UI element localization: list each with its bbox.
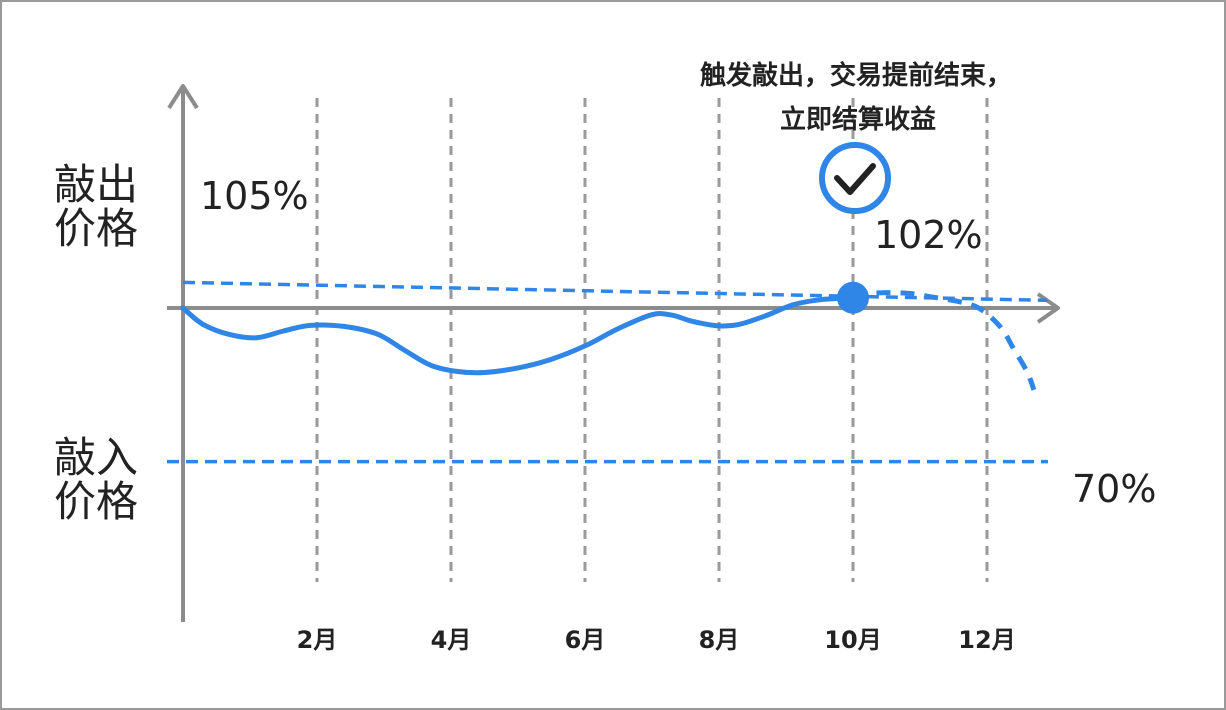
knock-out-hit-label: 102% xyxy=(874,213,983,257)
knock-out-barrier-line xyxy=(182,280,1048,303)
knock-out-label-line2: 价格 xyxy=(54,204,138,253)
annotation-line1: 触发敲出，交易提前结束， xyxy=(700,60,1012,91)
tick-label-12: 12月 xyxy=(958,626,1015,654)
knock-out-point xyxy=(837,281,869,314)
series xyxy=(180,281,1037,391)
tick-labels: 2月 4月 6月 8月 10月 12月 xyxy=(297,626,1016,654)
knock-in-label-line1: 敲入 xyxy=(54,433,138,482)
tick-label-6: 6月 xyxy=(565,626,606,654)
check-circle-icon xyxy=(819,142,891,214)
tick-label-8: 8月 xyxy=(699,626,740,654)
y-axis-arrow xyxy=(167,84,199,110)
annotation-line2: 立即结算收益 xyxy=(780,104,936,135)
knock-out-start-label: 105% xyxy=(200,174,309,218)
barriers xyxy=(167,280,1048,464)
tick-label-4: 4月 xyxy=(431,626,472,654)
tick-label-2: 2月 xyxy=(297,626,338,654)
axes xyxy=(167,84,1060,622)
price-path-solid xyxy=(180,295,856,376)
knock-out-label-line1: 敲出 xyxy=(54,160,138,209)
knock-in-level-label: 70% xyxy=(1072,467,1156,511)
knock-in-label-line2: 价格 xyxy=(54,477,138,526)
price-path-dashed xyxy=(852,290,1037,391)
tick-label-10: 10月 xyxy=(824,626,881,654)
